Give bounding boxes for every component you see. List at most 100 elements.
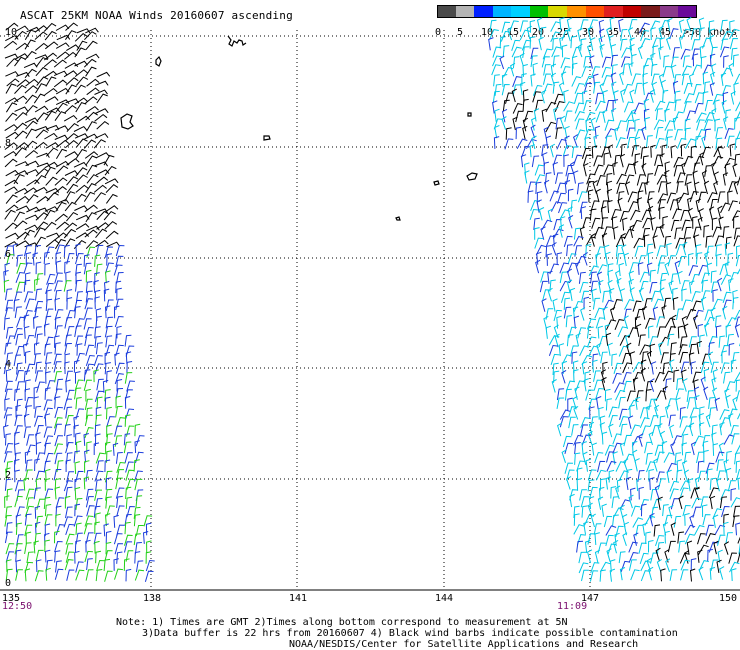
wind-barb <box>684 93 695 104</box>
wind-barb <box>642 72 648 86</box>
wind-barb <box>706 468 713 481</box>
wind-barb <box>681 162 687 176</box>
wind-barb <box>723 371 731 384</box>
wind-barb <box>594 451 604 464</box>
wind-barb <box>697 324 704 337</box>
wind-barb <box>728 181 738 193</box>
wind-barb <box>66 309 76 322</box>
wind-barb <box>94 89 108 95</box>
wind-barb <box>45 76 57 87</box>
wind-barb <box>690 273 700 286</box>
wind-barb <box>689 568 696 582</box>
wind-barb <box>35 333 43 346</box>
wind-barb <box>3 407 13 419</box>
wind-barb <box>568 406 577 418</box>
island-5 <box>433 180 440 186</box>
wind-barb <box>526 25 532 40</box>
wind-barb <box>74 60 88 67</box>
wind-barb <box>652 45 659 58</box>
wind-barb <box>699 151 705 166</box>
wind-barb <box>83 139 97 149</box>
wind-barb <box>135 495 143 508</box>
wind-barb <box>5 71 19 77</box>
wind-barb <box>46 192 59 202</box>
wind-barb <box>619 567 626 581</box>
wind-barb <box>573 405 579 420</box>
wind-barb <box>696 119 705 131</box>
wind-barb <box>64 151 79 158</box>
wind-barb <box>56 51 70 60</box>
wind-barb <box>516 138 528 149</box>
wind-barb <box>734 73 740 85</box>
wind-barb <box>703 225 710 238</box>
wind-barb <box>124 389 133 401</box>
wind-barb <box>612 99 619 112</box>
wind-barb <box>5 112 18 122</box>
wind-barb <box>16 262 26 274</box>
wind-barb <box>701 279 709 292</box>
wind-barb <box>501 74 508 87</box>
lon-label-147: 147 <box>581 593 600 604</box>
wind-barb <box>4 186 18 193</box>
wind-barb <box>85 66 97 77</box>
wind-barb <box>622 532 628 546</box>
wind-barb <box>601 56 612 68</box>
wind-barb <box>65 506 73 519</box>
wind-barb <box>65 370 73 383</box>
wind-barb <box>674 260 680 275</box>
wind-barb <box>106 253 113 266</box>
wind-barb <box>96 460 104 472</box>
wind-barb <box>65 523 75 536</box>
wind-barb <box>113 264 123 276</box>
wind-barb <box>66 183 79 194</box>
wind-barb <box>4 515 12 527</box>
wind-barb <box>623 252 629 267</box>
wind-barb <box>54 452 63 465</box>
wind-barb <box>35 452 45 464</box>
wind-barb <box>717 534 726 546</box>
wind-barb <box>572 46 582 58</box>
wind-barb <box>670 219 680 232</box>
wind-barb <box>56 139 70 148</box>
wind-barb <box>632 377 639 391</box>
wind-barb <box>54 435 64 447</box>
wind-barb <box>586 336 597 348</box>
colorbar-swatch <box>604 5 624 18</box>
colorbar-swatch <box>511 5 531 18</box>
wind-barb <box>15 404 21 418</box>
wind-barb <box>24 291 33 303</box>
wind-barb <box>55 99 70 106</box>
wind-barb <box>717 549 723 563</box>
wind-barb <box>123 433 131 446</box>
wind-barb <box>648 205 654 220</box>
wind-barb <box>631 219 642 231</box>
wind-barb <box>736 268 740 275</box>
wind-barb <box>666 398 676 410</box>
wind-barb <box>35 549 44 562</box>
wind-barb <box>715 315 722 328</box>
wind-barb <box>45 246 55 258</box>
wind-barb <box>106 424 112 438</box>
wind-barb <box>556 138 567 150</box>
wind-barb <box>692 216 698 229</box>
wind-barb <box>693 162 701 175</box>
colorbar-swatch <box>529 5 549 18</box>
wind-barb <box>573 513 580 526</box>
wind-barb <box>606 180 613 194</box>
wind-barb <box>547 270 553 284</box>
wind-barb <box>24 450 31 464</box>
wind-barb <box>616 478 623 492</box>
wind-barb <box>618 551 626 564</box>
wind-barb <box>595 253 601 267</box>
wind-barb <box>14 459 20 472</box>
wind-barb <box>552 154 562 166</box>
wind-barb <box>591 145 598 159</box>
wind-barb <box>733 180 739 195</box>
wind-barb <box>522 117 529 132</box>
wind-barb <box>103 210 116 221</box>
wind-barb <box>106 433 113 446</box>
wind-barb <box>725 532 733 544</box>
wind-barb <box>133 533 141 546</box>
wind-barb <box>614 319 625 330</box>
wind-barb <box>45 371 51 384</box>
